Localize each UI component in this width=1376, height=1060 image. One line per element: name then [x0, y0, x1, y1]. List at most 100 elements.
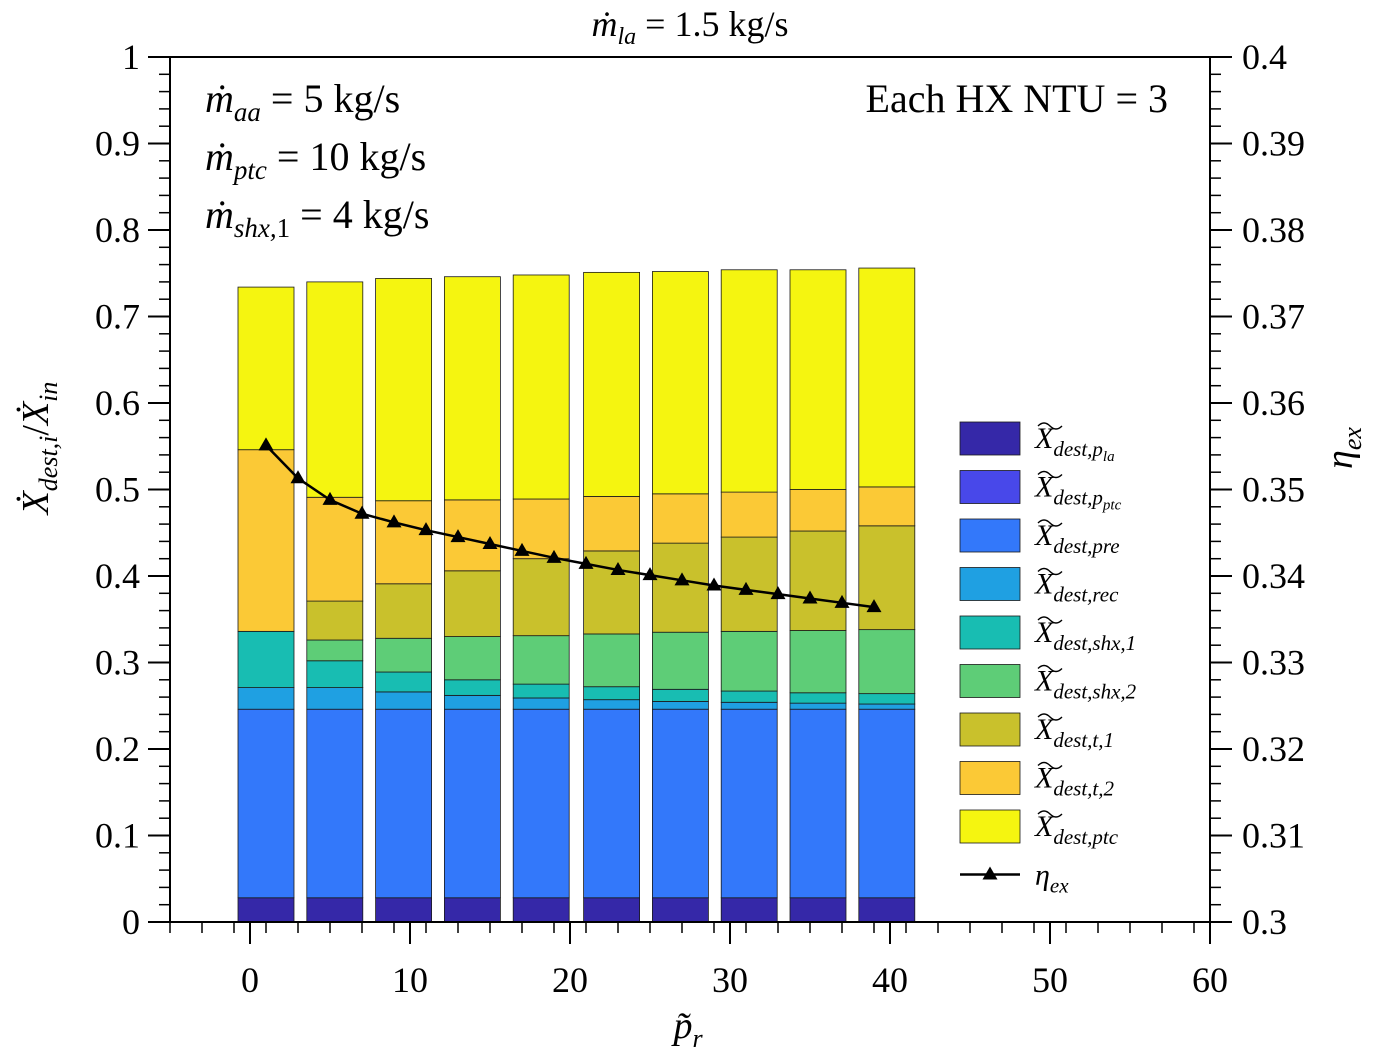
x-axis-label: p̃r — [670, 1005, 703, 1053]
y-tick-label-9: 0.9 — [95, 124, 140, 164]
bar-segment-8-3 — [443, 276, 501, 501]
bar-segment-0-4 — [512, 897, 570, 923]
eta-marker-17 — [802, 590, 818, 604]
bar-segment-4-1 — [306, 660, 364, 688]
bar-segment-5-8 — [789, 630, 847, 694]
x-tick-label-6: 60 — [1192, 960, 1228, 1000]
y-tick-label-6: 0.6 — [95, 383, 140, 423]
bar-segment-2-6 — [652, 708, 709, 899]
eta-marker-9 — [546, 549, 562, 563]
bar-segment-6-9 — [858, 525, 916, 631]
bar-segment-2-8 — [789, 708, 847, 899]
bar-segment-7-6 — [652, 493, 709, 544]
bar-segment-6-2 — [375, 583, 433, 639]
eta-marker-2 — [322, 491, 338, 505]
legend-tilde-0 — [1037, 422, 1063, 430]
y-tick-label-8: 0.8 — [95, 210, 140, 250]
bar-segment-8-8 — [789, 269, 847, 490]
eta-marker-1 — [290, 470, 306, 484]
x-tick-label-5: 50 — [1032, 960, 1068, 1000]
y-tick-label-4: 0.4 — [95, 556, 140, 596]
y2-tick-label-5: 0.35 — [1242, 470, 1305, 510]
bar-segment-6-3 — [443, 570, 501, 637]
bar-segment-8-2 — [375, 278, 433, 502]
y2-tick-label-2: 0.32 — [1242, 729, 1305, 769]
bar-segment-4-9 — [858, 693, 916, 705]
eta-marker-11 — [610, 561, 626, 575]
y2-tick-label-10: 0.4 — [1242, 37, 1287, 77]
bar-segment-5-4 — [512, 635, 570, 685]
legend-swatch-0 — [959, 421, 1021, 456]
bar-segment-3-2 — [375, 691, 433, 710]
bar-segment-3-7 — [720, 701, 778, 710]
bar-segment-8-7 — [720, 269, 778, 493]
chart-title: ṁla = 1.5 kg/s — [592, 4, 789, 50]
legend-label-3: Xdest,rec — [1034, 568, 1119, 607]
bar-segment-2-0 — [237, 708, 295, 899]
y2-tick-label-4: 0.34 — [1242, 556, 1305, 596]
bar-segment-3-8 — [789, 702, 847, 710]
y-tick-label-5: 0.5 — [95, 470, 140, 510]
bar-segment-8-1 — [306, 281, 364, 498]
y-tick-label-2: 0.2 — [95, 729, 140, 769]
bar-segment-5-7 — [720, 630, 778, 692]
bar-segment-5-1 — [306, 639, 364, 662]
legend-swatch-5 — [959, 664, 1021, 698]
legend-swatch-1 — [959, 470, 1021, 504]
y2-tick-label-6: 0.36 — [1242, 383, 1305, 423]
bar-segment-7-7 — [720, 491, 778, 538]
legend-swatch-7 — [959, 761, 1021, 795]
legend-label-7: Xdest,t,2 — [1034, 762, 1114, 801]
bar-segment-7-8 — [789, 489, 847, 532]
eta-marker-13 — [674, 572, 690, 586]
legend-label-5: Xdest,shx,2 — [1034, 665, 1137, 704]
legend-tilde-3 — [1037, 567, 1063, 576]
legend-label-1: Xdest,pptc — [1034, 471, 1122, 514]
bar-segment-0-3 — [443, 897, 501, 923]
legend-eta-marker — [982, 866, 998, 880]
eta-marker-10 — [578, 555, 594, 569]
bar-segment-2-1 — [306, 708, 364, 899]
legend-label-4: Xdest,shx,1 — [1034, 616, 1136, 655]
y-tick-label-3: 0.3 — [95, 643, 140, 683]
x-tick-label-3: 30 — [712, 960, 748, 1000]
bar-segment-0-1 — [306, 897, 364, 923]
x-tick-label-2: 20 — [552, 960, 588, 1000]
annotation-m-shx1: ṁshx,1 = 4 kg/s — [205, 192, 429, 243]
bar-segment-5-5 — [583, 633, 640, 688]
legend-tilde-6 — [1037, 713, 1063, 721]
bar-segment-5-9 — [858, 629, 916, 695]
eta-marker-18 — [834, 594, 850, 608]
bar-segment-7-5 — [583, 496, 640, 552]
legend-swatch-3 — [959, 567, 1021, 601]
eta-series-layer — [258, 437, 882, 613]
bar-segment-6-6 — [652, 542, 709, 633]
bar-segment-8-6 — [652, 271, 709, 495]
bar-segment-3-3 — [443, 694, 501, 710]
y2-tick-label-1: 0.31 — [1242, 816, 1305, 856]
bar-segment-4-4 — [512, 683, 570, 699]
y2-tick-label-3: 0.33 — [1242, 643, 1305, 683]
bar-segment-6-7 — [720, 536, 778, 632]
bar-segment-5-3 — [443, 636, 501, 681]
bar-segment-4-3 — [443, 679, 501, 696]
y2-tick-label-0: 0.3 — [1242, 902, 1287, 942]
bar-segment-0-0 — [237, 897, 295, 923]
annotation-m-aa: ṁaa = 5 kg/s — [205, 76, 400, 127]
eta-marker-7 — [482, 535, 498, 549]
x-tick-label-1: 10 — [392, 960, 428, 1000]
y-axis-label: Ẋdest,i/Ẋin — [15, 382, 63, 517]
annotation-m-ptc: ṁptc = 10 kg/s — [205, 134, 426, 185]
legend-tilde-2 — [1037, 519, 1063, 527]
bar-segment-2-5 — [583, 708, 640, 899]
legend-swatch-2 — [959, 518, 1021, 553]
legend-tilde-5 — [1037, 664, 1063, 673]
eta-marker-8 — [514, 542, 530, 556]
y2-tick-label-9: 0.39 — [1242, 124, 1305, 164]
bar-segment-7-9 — [858, 486, 916, 527]
bar-segment-7-0 — [237, 449, 295, 632]
eta-marker-14 — [706, 577, 722, 591]
y-tick-label-10: 1 — [122, 37, 140, 77]
